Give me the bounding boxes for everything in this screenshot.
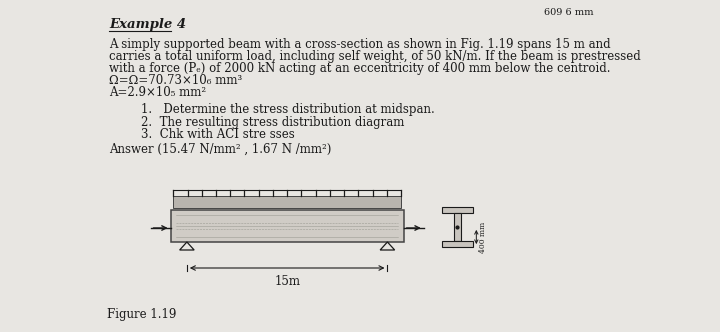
Text: 2.  The resulting stress distribution diagram: 2. The resulting stress distribution dia…: [140, 116, 404, 128]
Text: with a force (Pₑ) of 2000 kN acting at an eccentricity of 400 mm below the centr: with a force (Pₑ) of 2000 kN acting at a…: [109, 62, 611, 75]
Text: 400 mm: 400 mm: [479, 221, 487, 253]
Text: Answer (15.47 N/mm² , 1.67 N /mm²): Answer (15.47 N/mm² , 1.67 N /mm²): [109, 142, 331, 155]
Text: carries a total uniform load, including self weight, of 50 kN/m. If the beam is : carries a total uniform load, including …: [109, 50, 641, 63]
Text: 1.   Determine the stress distribution at midspan.: 1. Determine the stress distribution at …: [140, 103, 434, 116]
Text: A=2.9×10₅ mm²: A=2.9×10₅ mm²: [109, 86, 206, 99]
Text: Ω=Ω=70.73×10₆ mm³: Ω=Ω=70.73×10₆ mm³: [109, 74, 242, 87]
Text: Figure 1.19: Figure 1.19: [107, 308, 176, 321]
Text: 15m: 15m: [274, 275, 300, 288]
Text: Example 4: Example 4: [109, 18, 186, 31]
Text: 609 6 mm: 609 6 mm: [544, 8, 594, 17]
Bar: [174, 196, 401, 208]
Bar: [454, 213, 461, 241]
Bar: [171, 210, 404, 242]
Text: 3.  Chk with ACI stre sses: 3. Chk with ACI stre sses: [140, 128, 294, 141]
Bar: [442, 241, 473, 247]
Bar: [442, 207, 473, 213]
Text: A simply supported beam with a cross-section as shown in Fig. 1.19 spans 15 m an: A simply supported beam with a cross-sec…: [109, 38, 611, 51]
